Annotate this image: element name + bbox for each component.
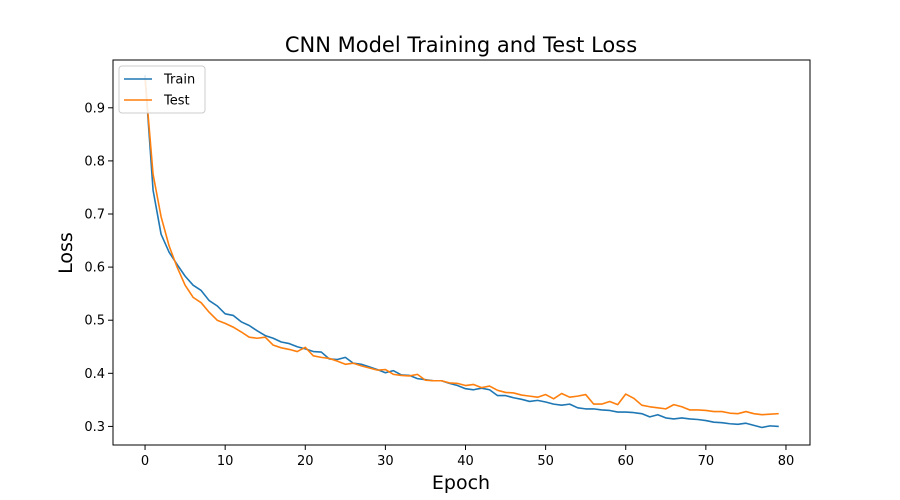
series-lines	[144, 75, 779, 429]
legend-label-test: Test	[163, 94, 190, 109]
y-tick-label: 0.4	[84, 367, 105, 382]
y-tick-label: 0.6	[84, 261, 105, 276]
chart-title: CNN Model Training and Test Loss	[285, 33, 637, 57]
y-tick-label: 0.9	[84, 101, 105, 116]
x-tick-label: 40	[457, 454, 474, 469]
x-tick-label: 80	[778, 454, 795, 469]
y-tick-label: 0.7	[84, 208, 105, 223]
x-tick-label: 60	[617, 454, 634, 469]
legend-label-train: Train	[163, 73, 195, 88]
legend-box	[118, 65, 206, 114]
series-line-train	[144, 75, 779, 429]
x-tick-label: 70	[698, 454, 715, 469]
x-tick-label: 20	[297, 454, 314, 469]
plot-frame	[112, 59, 811, 446]
x-tick-label: 30	[377, 454, 394, 469]
y-axis-title: Loss	[55, 232, 77, 274]
legend: Train Test	[118, 65, 206, 114]
y-axis-ticks: 0.3 0.4 0.5 0.6 0.7 0.8 0.9	[84, 101, 113, 435]
x-axis-title: Epoch	[432, 472, 490, 494]
x-axis-ticks: 0 10 20 30 40 50 60 70 80	[141, 445, 794, 469]
x-tick-label: 50	[537, 454, 554, 469]
series-line-test	[144, 77, 779, 416]
y-tick-label: 0.5	[84, 314, 105, 329]
x-tick-label: 10	[217, 454, 234, 469]
y-tick-label: 0.3	[84, 420, 105, 435]
x-tick-label: 0	[141, 454, 149, 469]
y-tick-label: 0.8	[84, 154, 105, 169]
